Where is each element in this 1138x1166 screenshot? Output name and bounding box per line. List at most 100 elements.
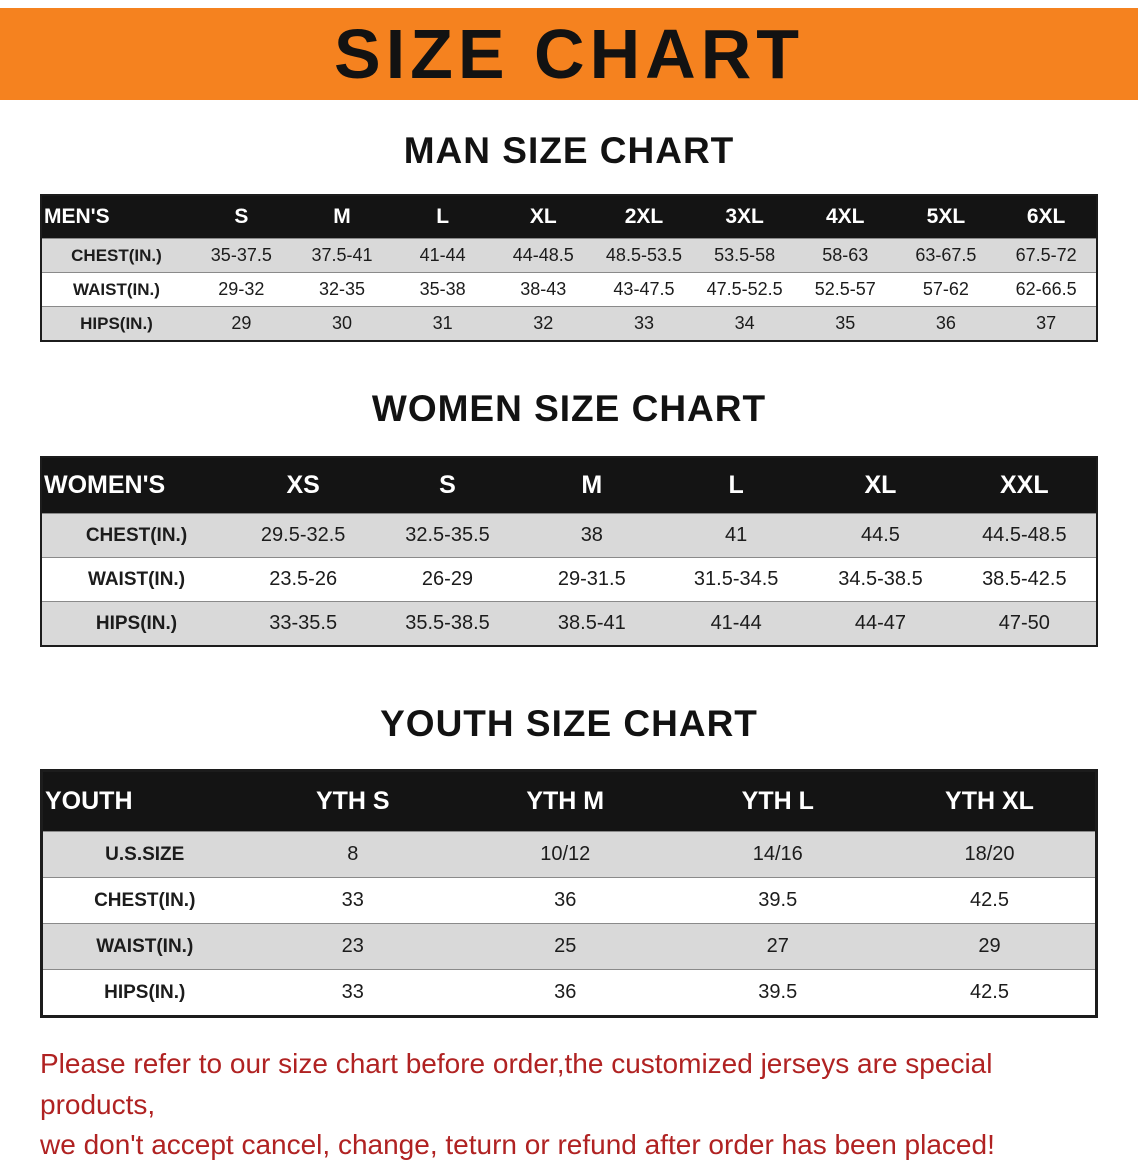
- size-column-header: S: [375, 457, 520, 514]
- banner-title: SIZE CHART: [334, 15, 804, 93]
- youth-size-table: YOUTH YTH S YTH M YTH L YTH XL U.S.SIZE 8 10/1…: [40, 769, 1098, 1018]
- size-value: 33: [593, 306, 695, 341]
- size-column-header: YTH M: [459, 770, 672, 832]
- table-row: U.S.SIZE 8 10/12 14/16 18/20: [41, 831, 1097, 878]
- table-row: HIPS(IN.) 29 30 31 32 33 34 35 36 37: [41, 306, 1097, 341]
- size-value: 29-31.5: [519, 557, 664, 602]
- table-row: WAIST(IN.) 29-32 32-35 35-38 38-43 43-47.5 47.…: [41, 272, 1097, 307]
- size-value: 48.5-53.5: [593, 238, 695, 273]
- man-section-title: MAN SIZE CHART: [403, 130, 735, 171]
- size-column-header: 3XL: [694, 195, 795, 239]
- women-size-table: WOMEN'S XS S M L XL XXL CHEST(IN.) 29.5-32.5 32.…: [40, 456, 1098, 647]
- size-value: 23: [246, 923, 459, 970]
- row-label: CHEST(IN.): [41, 238, 191, 273]
- women-table-header: WOMEN'S XS S M L XL XXL: [41, 457, 1097, 514]
- size-value: 35-38: [392, 272, 493, 307]
- size-value: 38.5-42.5: [952, 557, 1097, 602]
- table-row: CHEST(IN.) 33 36 39.5 42.5: [41, 877, 1097, 924]
- row-label: CHEST(IN.): [41, 513, 231, 558]
- row-label: CHEST(IN.): [41, 877, 247, 924]
- youth-table-header: YOUTH YTH S YTH M YTH L YTH XL: [41, 770, 1097, 832]
- size-value: 25: [459, 923, 672, 970]
- size-value: 57-62: [895, 272, 997, 307]
- row-label: HIPS(IN.): [41, 306, 191, 341]
- size-value: 32.5-35.5: [375, 513, 520, 558]
- size-chart-banner: SIZE CHART: [0, 8, 1138, 100]
- size-value: 33: [246, 877, 459, 924]
- row-label: HIPS(IN.): [41, 601, 231, 646]
- size-value: 14/16: [671, 831, 884, 878]
- size-value: 36: [459, 969, 672, 1017]
- size-column-header: XXL: [952, 457, 1097, 514]
- size-value: 34.5-38.5: [808, 557, 953, 602]
- size-column-header: YTH L: [671, 770, 884, 832]
- table-row: CHEST(IN.) 29.5-32.5 32.5-35.5 38 41 44.5 44.5…: [41, 513, 1097, 558]
- size-value: 63-67.5: [895, 238, 997, 273]
- table-row: WAIST(IN.) 23 25 27 29: [41, 923, 1097, 970]
- size-value: 10/12: [459, 831, 672, 878]
- size-value: 47-50: [952, 601, 1097, 646]
- size-value: 29.5-32.5: [231, 513, 376, 558]
- size-value: 44-47: [808, 601, 953, 646]
- size-value: 38.5-41: [519, 601, 664, 646]
- size-value: 35: [794, 306, 896, 341]
- size-value: 29: [191, 306, 292, 341]
- youth-table-body: U.S.SIZE 8 10/12 14/16 18/20 CHEST(IN.) 33 36 39…: [41, 831, 1097, 1017]
- size-column-header: 6XL: [996, 195, 1097, 239]
- size-value: 39.5: [671, 877, 884, 924]
- size-value: 23.5-26: [231, 557, 376, 602]
- size-value: 35-37.5: [191, 238, 292, 273]
- size-column-header: M: [519, 457, 664, 514]
- size-value: 44-48.5: [492, 238, 594, 273]
- size-value: 67.5-72: [996, 238, 1097, 273]
- size-column-header: XS: [231, 457, 376, 514]
- size-value: 47.5-52.5: [694, 272, 795, 307]
- size-value: 31.5-34.5: [663, 557, 809, 602]
- size-value: 38-43: [492, 272, 594, 307]
- size-value: 36: [895, 306, 997, 341]
- youth-section-title: YOUTH SIZE CHART: [380, 703, 758, 744]
- size-value: 31: [392, 306, 493, 341]
- size-value: 42.5: [884, 877, 1097, 924]
- size-value: 26-29: [375, 557, 520, 602]
- table-corner-label: YOUTH: [41, 770, 247, 832]
- size-column-header: M: [291, 195, 393, 239]
- disclaimer-line-1: Please refer to our size chart before or…: [40, 1048, 993, 1120]
- size-column-header: YTH S: [246, 770, 459, 832]
- table-corner-label: WOMEN'S: [41, 457, 231, 514]
- table-corner-label: MEN'S: [41, 195, 191, 239]
- row-label: U.S.SIZE: [41, 831, 247, 878]
- size-value: 34: [694, 306, 795, 341]
- size-value: 37: [996, 306, 1097, 341]
- size-value: 8: [246, 831, 459, 878]
- size-value: 35.5-38.5: [375, 601, 520, 646]
- women-section-title: WOMEN SIZE CHART: [371, 388, 767, 429]
- header-row: YOUTH YTH S YTH M YTH L YTH XL: [41, 770, 1097, 832]
- size-value: 36: [459, 877, 672, 924]
- size-value: 38: [519, 513, 664, 558]
- table-row: HIPS(IN.) 33 36 39.5 42.5: [41, 969, 1097, 1017]
- size-value: 32-35: [291, 272, 393, 307]
- header-row: WOMEN'S XS S M L XL XXL: [41, 457, 1097, 514]
- size-value: 43-47.5: [593, 272, 695, 307]
- row-label: WAIST(IN.): [41, 557, 231, 602]
- row-label: WAIST(IN.): [41, 272, 191, 307]
- size-value: 62-66.5: [996, 272, 1097, 307]
- size-value: 41-44: [392, 238, 493, 273]
- size-value: 33: [246, 969, 459, 1017]
- size-value: 44.5-48.5: [952, 513, 1097, 558]
- table-row: WAIST(IN.) 23.5-26 26-29 29-31.5 31.5-34.5 34…: [41, 557, 1097, 602]
- size-value: 41: [663, 513, 809, 558]
- size-column-header: XL: [492, 195, 594, 239]
- size-column-header: 5XL: [895, 195, 997, 239]
- table-row: HIPS(IN.) 33-35.5 35.5-38.5 38.5-41 41-44 44-…: [41, 601, 1097, 646]
- header-row: MEN'S S M L XL 2XL 3XL 4XL 5XL 6XL: [41, 195, 1097, 239]
- size-value: 30: [291, 306, 393, 341]
- size-value: 41-44: [663, 601, 809, 646]
- men-table-body: CHEST(IN.) 35-37.5 37.5-41 41-44 44-48.5 48.5…: [41, 238, 1097, 341]
- size-value: 29: [884, 923, 1097, 970]
- size-value: 18/20: [884, 831, 1097, 878]
- women-table-body: CHEST(IN.) 29.5-32.5 32.5-35.5 38 41 44.5 44.5…: [41, 513, 1097, 646]
- size-value: 39.5: [671, 969, 884, 1017]
- size-value: 27: [671, 923, 884, 970]
